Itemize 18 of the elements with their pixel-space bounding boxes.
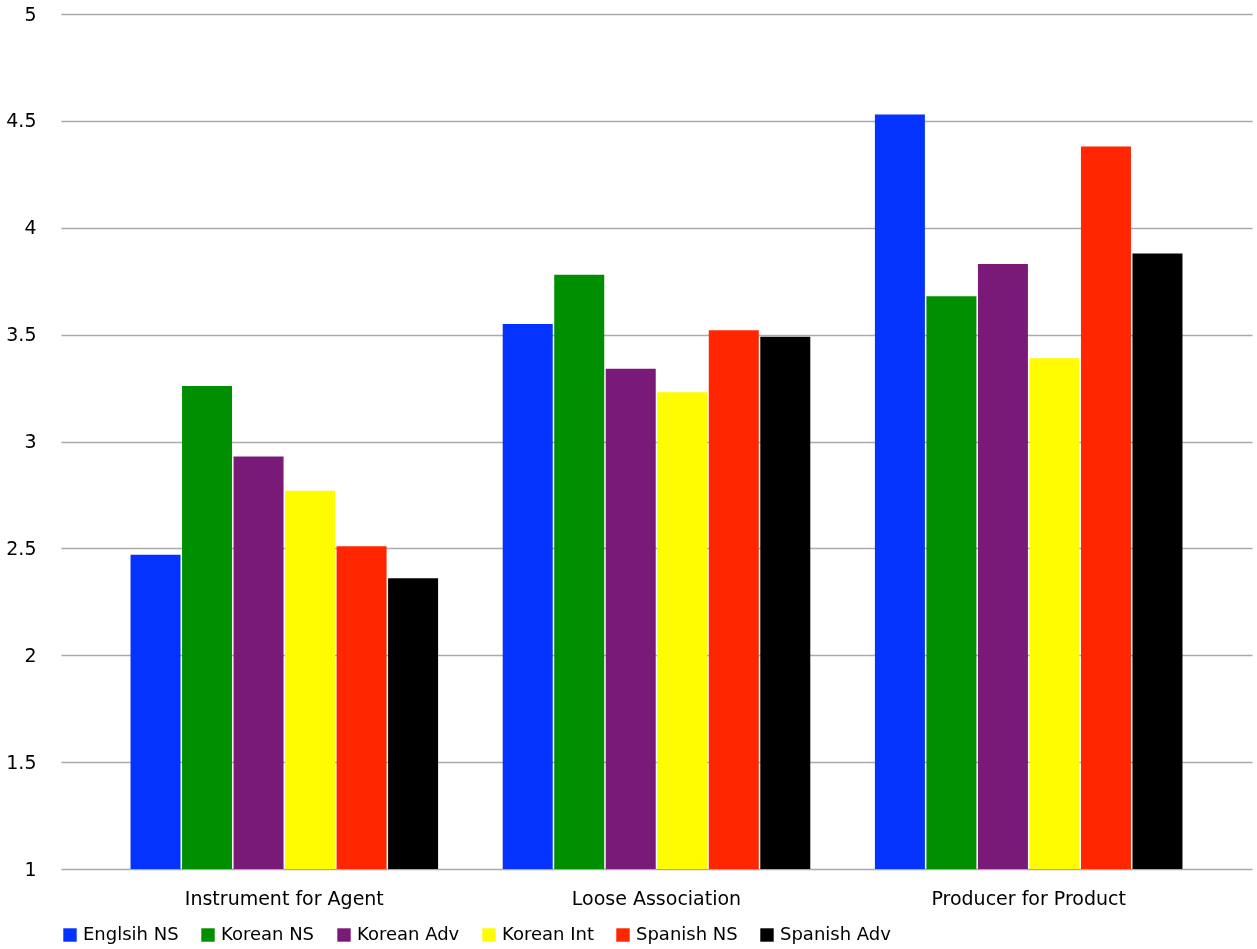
legend-label: Korean NS [221,923,315,944]
y-tick-label: 4.5 [6,109,37,132]
legend-label: Spanish Adv [780,923,892,944]
legend-label: Korean Adv [357,923,460,944]
legend-label: Spanish NS [636,923,738,944]
y-tick-label: 4 [24,216,37,239]
x-tick-label: Producer for Product [931,886,1126,909]
y-tick-label: 3 [24,430,37,452]
y-tick-label: 3.5 [6,323,37,346]
y-tick-label: 1 [24,857,37,880]
y-tick-label: 1.5 [6,750,37,773]
legend-label: Englsih NS [83,923,179,944]
y-tick-label: 2 [24,643,37,666]
legend-label: Korean Int [502,923,594,944]
x-tick-label: Loose Association [571,886,742,909]
y-tick-label: 5 [24,2,37,25]
y-tick-label: 2.5 [6,536,37,559]
x-tick-label: Instrument for Agent [184,886,384,909]
